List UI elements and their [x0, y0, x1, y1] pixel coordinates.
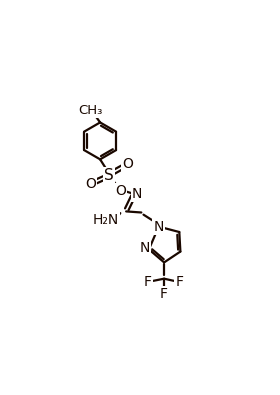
- Text: CH₃: CH₃: [78, 104, 102, 117]
- Text: N: N: [153, 220, 164, 233]
- Text: O: O: [85, 177, 96, 191]
- Text: H₂N: H₂N: [92, 213, 119, 227]
- Text: F: F: [160, 287, 168, 301]
- Text: F: F: [144, 275, 152, 289]
- Text: N: N: [132, 187, 142, 201]
- Text: F: F: [175, 275, 183, 289]
- Text: N: N: [140, 241, 150, 255]
- Text: O: O: [122, 157, 133, 171]
- Text: O: O: [115, 184, 126, 198]
- Text: S: S: [104, 168, 114, 183]
